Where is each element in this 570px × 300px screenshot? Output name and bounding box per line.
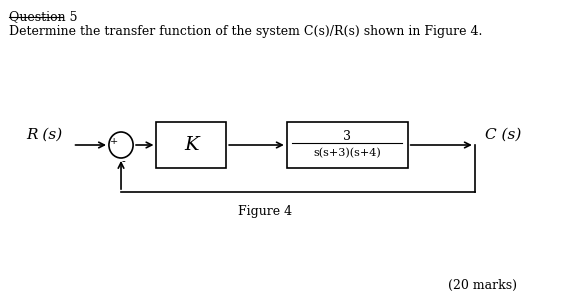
Bar bbox=[156, 122, 226, 168]
Text: R (s): R (s) bbox=[27, 128, 63, 142]
Text: Figure 4: Figure 4 bbox=[238, 206, 292, 218]
Text: s(s+3)(s+4): s(s+3)(s+4) bbox=[314, 148, 381, 158]
Text: C (s): C (s) bbox=[484, 128, 521, 142]
Bar bbox=[287, 122, 408, 168]
Text: +: + bbox=[109, 137, 117, 146]
Text: (20 marks): (20 marks) bbox=[447, 278, 516, 292]
Text: K: K bbox=[184, 136, 198, 154]
Text: Determine the transfer function of the system C(s)/R(s) shown in Figure 4.: Determine the transfer function of the s… bbox=[9, 25, 483, 38]
Text: 3: 3 bbox=[343, 130, 351, 142]
Text: Question 5: Question 5 bbox=[9, 10, 78, 23]
Text: -: - bbox=[122, 157, 126, 167]
